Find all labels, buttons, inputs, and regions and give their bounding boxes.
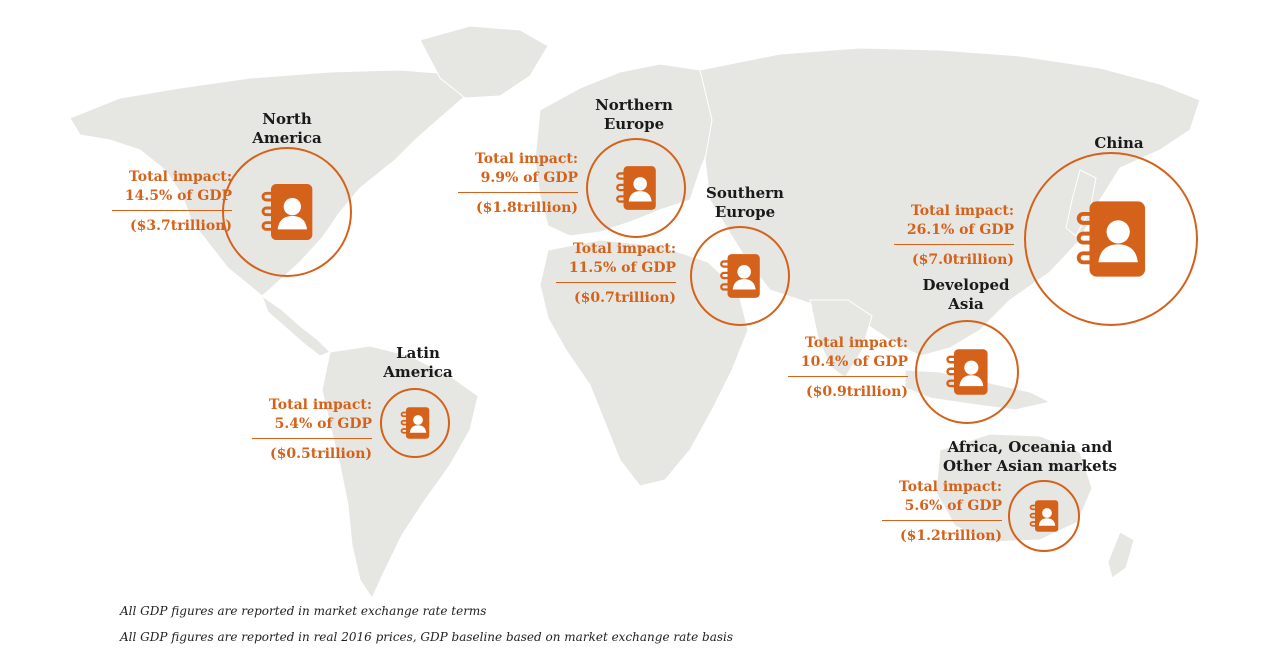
region-name-line: Europe [603, 115, 665, 133]
region-name-line: Other Asian markets [942, 457, 1117, 475]
impact-value: ($0.5trillion) [270, 446, 372, 462]
india-landmass [809, 299, 873, 379]
address-book-icon [255, 180, 319, 244]
impact-callout: Total impact: 14.5% of GDP ($3.7trillion… [94, 168, 232, 236]
divider [894, 244, 1014, 245]
region-name-line: Northern [595, 96, 673, 114]
footnote: All GDP figures are reported in market e… [120, 604, 487, 618]
impact-label: Total impact: [910, 203, 1014, 219]
impact-bubble [1024, 152, 1198, 326]
region-name: Latin America [378, 344, 458, 382]
impact-gdp-share: 14.5% of GDP [124, 188, 232, 204]
impact-bubble [222, 147, 352, 277]
impact-gdp-share: 9.9% of GDP [480, 170, 578, 186]
address-book-icon [611, 163, 661, 213]
impact-callout: Total impact: 9.9% of GDP ($1.8trillion) [440, 150, 578, 218]
region-name-line: Southern [706, 184, 784, 202]
region-name: China [1084, 134, 1154, 153]
footnote: All GDP figures are reported in real 201… [120, 630, 733, 644]
region-name: Northern Europe [584, 96, 684, 134]
impact-label: Total impact: [474, 151, 578, 167]
impact-label: Total impact: [128, 169, 232, 185]
region-name-line: Africa, Oceania and [947, 438, 1113, 456]
region-name: Southern Europe [695, 184, 795, 222]
impact-gdp-share: 5.4% of GDP [274, 416, 372, 432]
divider [252, 438, 372, 439]
new-zealand-landmass [1107, 531, 1135, 579]
impact-gdp-share: 11.5% of GDP [568, 260, 676, 276]
divider [788, 376, 908, 377]
impact-callout: Total impact: 10.4% of GDP ($0.9trillion… [770, 334, 908, 402]
impact-bubble [915, 320, 1019, 424]
region-name-line: Latin [396, 344, 440, 362]
greenland-landmass [419, 25, 549, 99]
south-america-landmass [321, 345, 479, 600]
region-name-line: Developed [922, 276, 1010, 294]
address-book-icon [1068, 196, 1154, 282]
region-name-line: China [1094, 134, 1144, 152]
region-name-line: America [383, 363, 453, 381]
impact-callout: Total impact: 5.6% of GDP ($1.2trillion) [864, 478, 1002, 546]
impact-value: ($1.2trillion) [900, 528, 1002, 544]
impact-callout: Total impact: 5.4% of GDP ($0.5trillion) [234, 396, 372, 464]
region-name: Developed Asia [912, 276, 1020, 314]
region-name-line: North [262, 110, 312, 128]
address-book-icon [397, 405, 433, 441]
impact-value: ($3.7trillion) [130, 218, 232, 234]
address-book-icon [715, 251, 765, 301]
divider [556, 282, 676, 283]
impact-value: ($1.8trillion) [476, 200, 578, 216]
divider [458, 192, 578, 193]
impact-bubble [1008, 480, 1080, 552]
impact-value: ($0.9trillion) [806, 384, 908, 400]
impact-bubble [690, 226, 790, 326]
region-name: Africa, Oceania and Other Asian markets [930, 438, 1130, 476]
impact-gdp-share: 26.1% of GDP [906, 222, 1014, 238]
divider [882, 520, 1002, 521]
region-name-line: America [252, 129, 322, 147]
impact-gdp-share: 10.4% of GDP [800, 354, 908, 370]
region-name: North America [247, 110, 327, 148]
impact-gdp-share: 5.6% of GDP [904, 498, 1002, 514]
impact-label: Total impact: [268, 397, 372, 413]
region-name-line: Asia [948, 295, 984, 313]
impact-callout: Total impact: 26.1% of GDP ($7.0trillion… [876, 202, 1014, 270]
impact-label: Total impact: [898, 479, 1002, 495]
impact-value: ($0.7trillion) [574, 290, 676, 306]
divider [112, 210, 232, 211]
region-name-line: Europe [714, 203, 776, 221]
impact-bubble [586, 138, 686, 238]
impact-bubble [380, 388, 450, 458]
impact-label: Total impact: [804, 335, 908, 351]
central-america-landmass [260, 294, 331, 357]
address-book-icon [941, 346, 993, 398]
address-book-icon [1026, 498, 1062, 534]
impact-value: ($7.0trillion) [912, 252, 1014, 268]
impact-callout: Total impact: 11.5% of GDP ($0.7trillion… [538, 240, 676, 308]
impact-label: Total impact: [572, 241, 676, 257]
